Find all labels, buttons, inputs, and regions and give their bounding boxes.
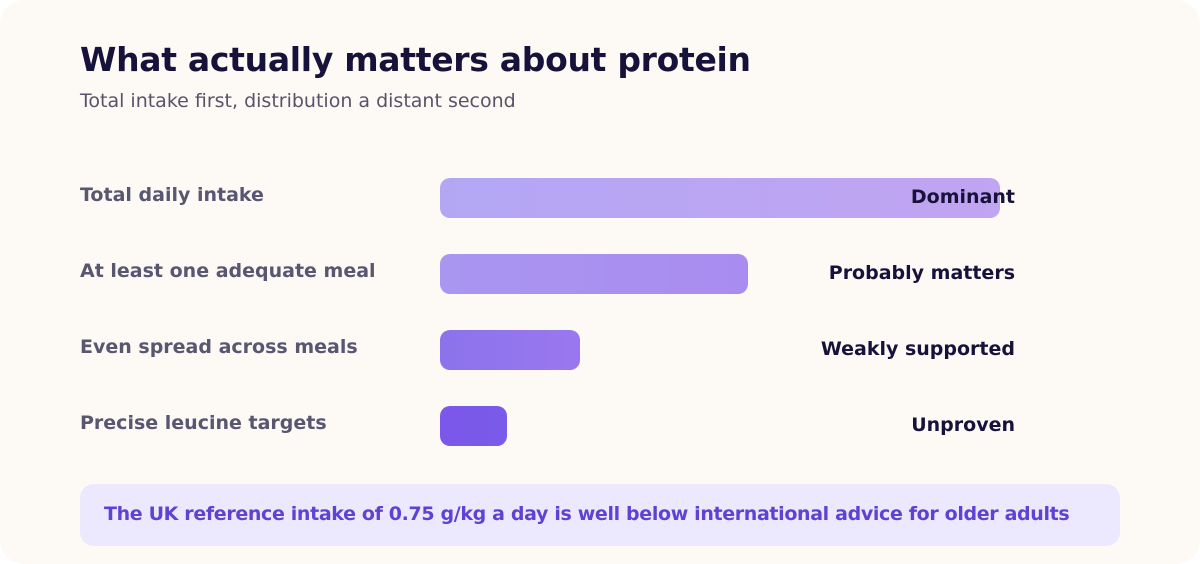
value-label: Probably matters [828,262,1015,284]
bar [440,330,580,370]
bar-row: At least one adequate meal Probably matte… [0,254,1200,294]
bar-row: Even spread across meals Weakly supported [0,330,1200,370]
bar-row: Precise leucine targets Unproven [0,406,1200,446]
value-label: Weakly supported [820,338,1015,360]
chart-subtitle: Total intake first, distribution a dista… [80,90,516,112]
callout-text: The UK reference intake of 0.75 g/kg a d… [104,503,1070,525]
callout-box: The UK reference intake of 0.75 g/kg a d… [80,484,1120,546]
value-label: Dominant [910,186,1015,208]
category-label: At least one adequate meal [80,260,376,282]
category-label: Total daily intake [80,184,264,206]
chart-title: What actually matters about protein [80,40,751,79]
bar [440,254,748,294]
category-label: Even spread across meals [80,336,358,358]
bar-row: Total daily intake Dominant [0,178,1200,218]
bar [440,178,1000,218]
category-label: Precise leucine targets [80,412,327,434]
bar [440,406,507,446]
value-label: Unproven [911,414,1015,436]
